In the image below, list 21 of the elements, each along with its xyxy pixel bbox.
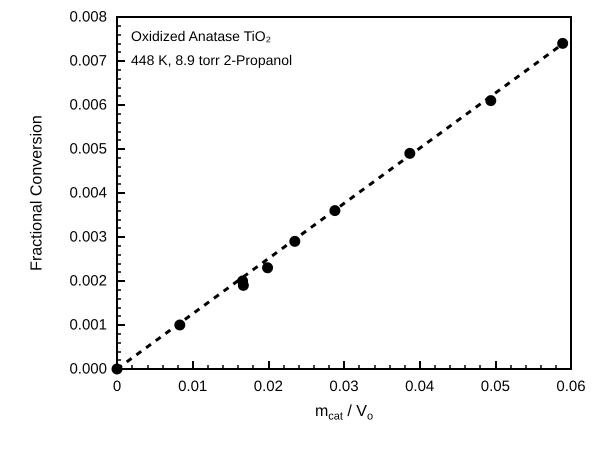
y-tick-label: 0.003 [69, 228, 107, 246]
y-axis-title: Fractional Conversion [28, 115, 46, 271]
x-tick-label: 0.05 [480, 378, 510, 395]
y-tick-label: 0.006 [69, 96, 107, 114]
y-tick-label: 0.007 [69, 52, 107, 70]
x-tick-label: 0.02 [254, 378, 283, 395]
point [262, 262, 274, 274]
y-tick-label: 0.008 [69, 8, 107, 26]
y-tick-label: 0.001 [69, 316, 107, 334]
x-tick-label: 0.04 [405, 378, 434, 395]
point [557, 38, 568, 49]
annotation: 448 K, 8.9 torr 2-Propanol [131, 52, 292, 68]
y-tick-label: 0.004 [69, 184, 107, 202]
x-tick-label: 0.06 [556, 378, 586, 395]
x-tick-label: 0 [112, 378, 122, 395]
y-tick-label: 0.000 [69, 360, 107, 378]
y-tick-label: 0.002 [69, 272, 107, 290]
y-tick-label: 0.005 [69, 140, 107, 158]
x-tick-label: 0.01 [178, 378, 208, 395]
annotation: Oxidized Anatase TiO₂ [131, 28, 272, 44]
x-tick-label: 0.03 [329, 378, 359, 395]
